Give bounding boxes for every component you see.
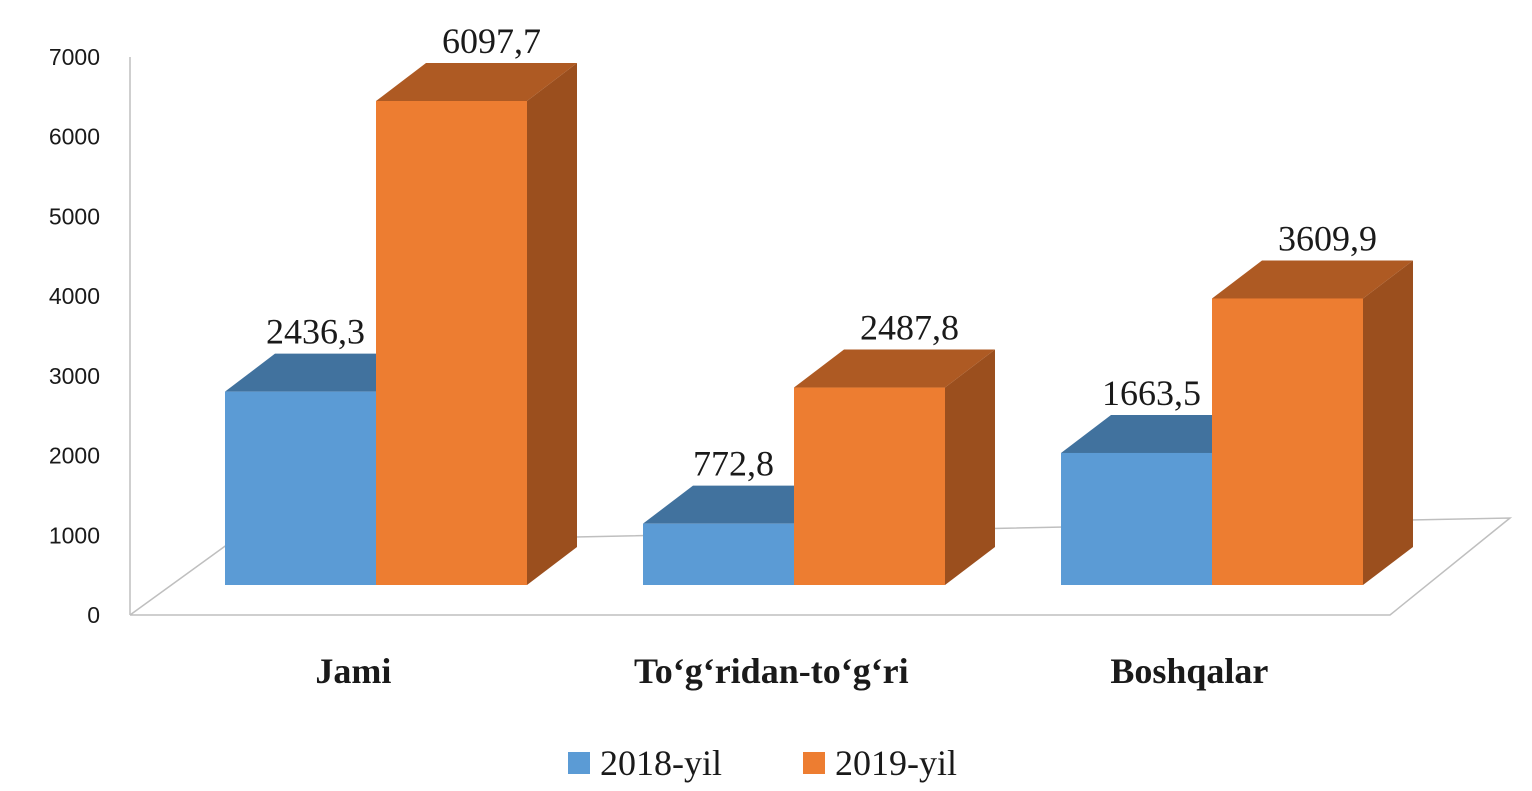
bar-top bbox=[376, 63, 577, 101]
category-label: To‘g‘ridan-to‘g‘ri bbox=[634, 651, 909, 691]
data-label: 2487,8 bbox=[860, 308, 959, 348]
legend-swatch bbox=[568, 752, 590, 774]
bar-side bbox=[1363, 260, 1413, 585]
data-label: 2436,3 bbox=[266, 312, 365, 352]
bar-side bbox=[527, 63, 577, 585]
data-label: 3609,9 bbox=[1278, 218, 1377, 258]
bar-1-2 bbox=[1212, 260, 1413, 585]
data-labels: 2436,3 772,8 1663,5 6097,7 2487,8 3609,9 bbox=[266, 21, 1377, 484]
data-label: 6097,7 bbox=[442, 21, 541, 61]
chart-floor bbox=[129, 517, 1513, 616]
bar-top bbox=[225, 353, 426, 392]
data-label: 772,8 bbox=[693, 444, 774, 484]
legend: 2018-yil 2019-yil bbox=[568, 743, 957, 783]
y-axis: 0 1000 2000 3000 4000 5000 6000 7000 bbox=[49, 44, 131, 628]
bar-front bbox=[1061, 452, 1212, 585]
bar-1-0 bbox=[376, 63, 577, 585]
bar-top bbox=[643, 485, 844, 524]
bar-0-0 bbox=[225, 353, 426, 585]
y-tick-label: 5000 bbox=[49, 203, 100, 229]
bar-front bbox=[794, 387, 945, 585]
floor-outline bbox=[129, 517, 1513, 616]
bar-front bbox=[225, 391, 376, 585]
bar-top bbox=[1061, 414, 1262, 453]
y-tick-label: 2000 bbox=[49, 443, 100, 469]
legend-label: 2019-yil bbox=[835, 743, 957, 783]
y-tick-label: 6000 bbox=[49, 124, 100, 150]
bar-front bbox=[1212, 298, 1363, 585]
y-tick-label: 0 bbox=[87, 602, 100, 628]
bar-1-1 bbox=[794, 349, 995, 585]
x-axis: Jami To‘g‘ridan-to‘g‘ri Boshqalar bbox=[315, 651, 1268, 691]
category-label: Boshqalar bbox=[1110, 651, 1268, 691]
bars bbox=[225, 63, 1413, 585]
category-label: Jami bbox=[315, 651, 391, 691]
legend-swatch bbox=[803, 752, 825, 774]
bar-0-2 bbox=[1061, 414, 1262, 585]
bar-0-1 bbox=[643, 485, 844, 585]
bar-top bbox=[1212, 260, 1413, 299]
bar-top bbox=[794, 349, 995, 388]
bar-front bbox=[643, 523, 794, 585]
y-tick-label: 7000 bbox=[49, 44, 100, 70]
y-tick-label: 4000 bbox=[49, 283, 100, 309]
y-tick-label: 3000 bbox=[49, 363, 100, 389]
data-label: 1663,5 bbox=[1102, 373, 1201, 413]
legend-label: 2018-yil bbox=[600, 743, 722, 783]
bar-front bbox=[376, 101, 527, 585]
y-tick-label: 1000 bbox=[49, 522, 100, 548]
bar-side bbox=[945, 349, 995, 585]
